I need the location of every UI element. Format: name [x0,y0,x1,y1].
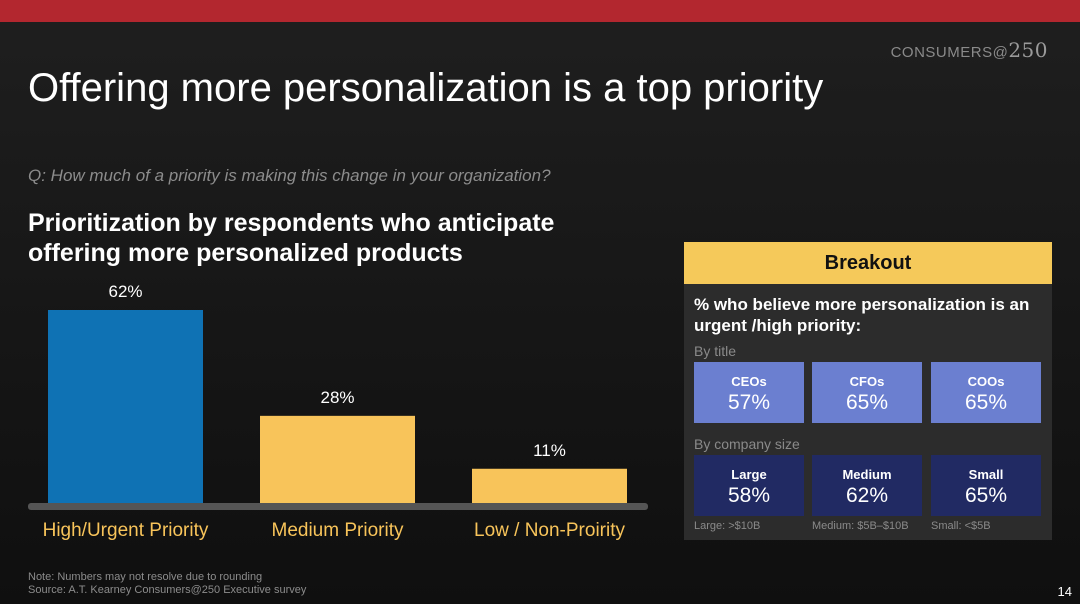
breakout-question: % who believe more personalization is an… [694,295,1030,335]
tile-label: COOs [967,374,1005,389]
tile-cfos: CFOs 65% [812,362,922,423]
by-title-label: By title [694,343,737,359]
tile-large: Large 58% [694,455,804,516]
breakout-header: Breakout [684,242,1052,284]
rounding-note: Note: Numbers may not resolve due to rou… [28,571,263,583]
page-number: 14 [1057,584,1072,599]
page-title: Offering more personalization is a top p… [28,66,824,110]
bar-2 [260,415,415,503]
category-label: High/Urgent Priority [43,520,209,541]
tile-value: 65% [845,391,889,414]
tile-value: 57% [727,391,771,414]
bar-3 [472,468,627,503]
category-label: Low / Non-Proirity [474,520,625,541]
brand-at: @ [992,44,1009,61]
chart-baseline [28,503,648,510]
bar-value-label: 28% [320,388,354,407]
bar-1 [48,310,203,503]
tile-label: Small [968,467,1004,482]
tile-value: 65% [964,484,1008,507]
brand-number: 250 [1008,38,1048,62]
size-note-small: Small: <$5B [931,520,991,532]
bar-value-label: 62% [108,282,142,301]
bar-chart: 62% High/Urgent Priority 28% Medium Priorit… [28,282,648,541]
size-note-large: Large: >$10B [694,520,761,532]
category-label: Medium Priority [272,520,404,541]
tile-small: Small 65% [931,455,1041,516]
size-note-medium: Medium: $5B–$10B [812,520,909,532]
tile-label: CEOs [731,374,767,389]
tile-ceos: CEOs 57% [694,362,804,423]
tile-medium: Medium 62% [812,455,922,516]
by-size-label: By company size [694,436,800,452]
breakout-panel: Breakout % who believe more personalizat… [684,242,1052,540]
brand-text: CONSUMERS [890,44,993,61]
tile-label: CFOs [849,374,885,389]
survey-question: Q: How much of a priority is making this… [28,166,551,185]
top-accent-bar [0,0,1080,22]
brand-logo: CONSUMERS@250 [891,38,1048,62]
chart-title: Prioritization by respondents who antici… [28,209,555,267]
tile-value: 65% [964,391,1008,414]
tile-value: 62% [845,484,889,507]
tile-label: Large [731,467,767,482]
tile-label: Medium [842,467,892,482]
tile-coos: COOs 65% [931,362,1041,423]
source-note: Source: A.T. Kearney Consumers@250 Execu… [28,584,307,596]
tile-value: 58% [727,484,771,507]
bar-value-label: 11% [533,441,566,460]
footnote: Note: Numbers may not resolve due to rou… [28,571,306,597]
